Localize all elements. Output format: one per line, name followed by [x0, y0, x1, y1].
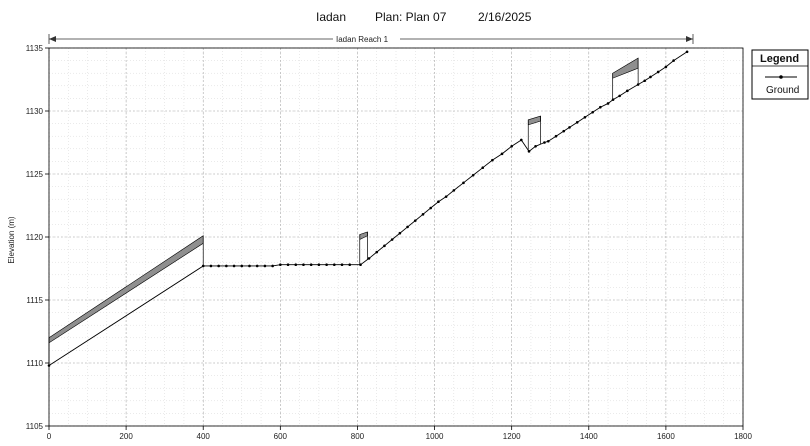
- ground-point: [643, 79, 646, 83]
- ground-point: [263, 264, 267, 268]
- ground-point: [294, 263, 298, 267]
- ground-point: [554, 134, 558, 138]
- ground-point: [471, 173, 475, 177]
- grid-layer: [48, 47, 744, 427]
- y-tick-label: 1105: [26, 422, 44, 431]
- ground-point: [375, 250, 379, 254]
- ground-point: [649, 75, 652, 79]
- y-tick-label: 1110: [26, 359, 43, 368]
- ground-point: [340, 263, 344, 267]
- ground-point: [510, 144, 513, 148]
- ground-point: [248, 264, 251, 268]
- ground-point: [452, 189, 456, 192]
- ground-point: [286, 263, 290, 267]
- ground-point: [201, 264, 205, 268]
- ground-point: [255, 264, 259, 268]
- title-plan: Plan: Plan 07: [375, 10, 447, 24]
- ground-point: [437, 200, 440, 204]
- x-tick-label: 1600: [657, 432, 675, 441]
- y-axis-title: Elevation (m): [7, 216, 16, 263]
- ground-point: [591, 110, 594, 114]
- legend-title: Legend: [760, 53, 799, 65]
- series-layer: [47, 50, 689, 367]
- ground-point: [398, 231, 402, 235]
- reach-label: Iadan Reach 1: [336, 35, 389, 44]
- axis-layer: 0 200 400 600 800 1000 1200 1400 1600 1800 1105 111…: [26, 44, 753, 441]
- ground-point: [672, 59, 675, 62]
- x-tick-label: 1000: [426, 432, 444, 441]
- ground-point: [611, 98, 615, 101]
- ground-point: [413, 219, 417, 222]
- ground-point: [325, 263, 328, 267]
- x-tick-label: 1200: [503, 432, 521, 441]
- legend: Legend Ground: [751, 49, 809, 100]
- y-tick-label: 1115: [26, 296, 43, 305]
- ground-point: [491, 158, 494, 162]
- ground-point: [302, 263, 305, 267]
- ground-point: [618, 94, 621, 98]
- ground-point: [359, 263, 362, 267]
- ground-point: [685, 50, 689, 54]
- legend-box: [751, 49, 809, 100]
- ground-point: [562, 129, 566, 133]
- ground-point: [232, 264, 236, 268]
- ground-point: [421, 213, 425, 216]
- reach-span-arrow-right: [686, 36, 693, 42]
- ground-point: [348, 263, 352, 267]
- ground-point: [444, 195, 448, 198]
- ground-point: [309, 263, 313, 267]
- ground-point: [575, 121, 579, 124]
- ground-point: [606, 102, 610, 105]
- ground-point: [271, 264, 274, 268]
- ground-point: [664, 65, 668, 69]
- ground-point: [390, 238, 394, 241]
- x-tick-label: 0: [47, 432, 52, 441]
- ground-point: [583, 116, 587, 119]
- chart-title: Iadan Plan: Plan 07 2/16/2025: [316, 10, 532, 24]
- y-tick-label: 1120: [26, 233, 44, 242]
- x-tick-label: 400: [197, 432, 211, 441]
- ground-point: [462, 181, 465, 185]
- ground-point: [225, 264, 228, 268]
- x-tick-label: 1400: [580, 432, 598, 441]
- ground-point: [599, 105, 602, 109]
- ground-point: [534, 144, 537, 148]
- ground-point: [656, 70, 660, 74]
- ground-point: [209, 264, 213, 268]
- ground-point: [279, 263, 282, 267]
- y-tick-label: 1130: [26, 107, 44, 116]
- legend-ground-swatch-marker: [779, 75, 783, 79]
- ground-point: [367, 257, 371, 260]
- ground-point: [543, 141, 546, 144]
- ground-point: [333, 263, 336, 267]
- ground-point: [429, 206, 433, 210]
- reach-span: Iadan Reach 1: [48, 34, 694, 44]
- reach-span-arrow-left: [49, 36, 56, 42]
- title-date: 2/16/2025: [478, 10, 532, 24]
- ground-point: [568, 126, 571, 129]
- ground-point: [240, 264, 244, 268]
- ground-point: [481, 166, 485, 169]
- x-tick-label: 1800: [734, 432, 752, 441]
- ground-point: [636, 83, 640, 86]
- ground-point: [317, 263, 321, 267]
- x-tick-label: 600: [274, 432, 288, 441]
- x-tick-label: 800: [351, 432, 365, 441]
- title-reach-name: Iadan: [316, 10, 346, 24]
- ground-point: [626, 89, 629, 93]
- x-tick-label: 200: [119, 432, 133, 441]
- ground-point: [527, 150, 531, 153]
- ground-point: [406, 225, 409, 229]
- ground-point: [546, 139, 550, 143]
- ground-point: [217, 264, 220, 268]
- y-tick-label: 1135: [26, 44, 44, 53]
- legend-item-ground: Ground: [766, 85, 799, 96]
- ground-point: [500, 152, 504, 156]
- ground-point: [520, 138, 523, 142]
- ground-point: [383, 244, 386, 248]
- y-tick-label: 1125: [26, 170, 44, 179]
